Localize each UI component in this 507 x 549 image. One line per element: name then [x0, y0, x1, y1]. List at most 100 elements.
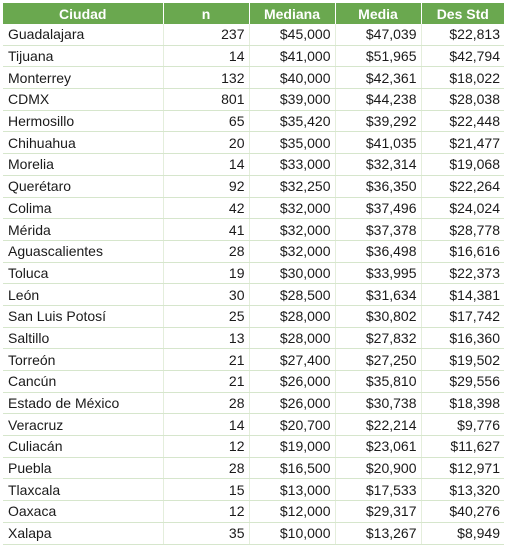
cell-mediana: $32,000 [249, 240, 336, 263]
cell-media: $13,267 [335, 522, 422, 545]
header-row: Ciudad n Mediana Media Des Std [3, 3, 504, 24]
table-row: San Luis Potosí 25 $28,000 $30,802 $17,742 [3, 305, 504, 328]
cell-media: $37,378 [335, 218, 422, 241]
table-row: Veracruz 14 $20,700 $22,214 $9,776 [3, 413, 504, 437]
cell-n: 14 [163, 153, 250, 176]
cell-media: $42,361 [335, 66, 422, 90]
cell-mediana: $28,000 [249, 305, 336, 328]
cell-ciudad: Estado de México [3, 392, 164, 415]
cell-ciudad: Chihuahua [3, 131, 164, 155]
cell-des-std: $8,949 [421, 522, 504, 545]
cell-ciudad: Hermosillo [3, 110, 164, 133]
cell-n: 12 [163, 500, 250, 523]
cell-media: $23,061 [335, 435, 422, 458]
cell-n: 21 [163, 370, 250, 393]
cell-ciudad: Colima [3, 197, 164, 220]
cell-media: $30,738 [335, 392, 422, 415]
cell-n: 237 [163, 24, 250, 46]
cell-des-std: $22,813 [421, 24, 504, 46]
cell-mediana: $28,500 [249, 283, 336, 306]
table-row: Toluca 19 $30,000 $33,995 $22,373 [3, 262, 504, 285]
cell-n: 92 [163, 175, 250, 198]
cell-des-std: $24,024 [421, 197, 504, 220]
table-row: Cancún 21 $26,000 $35,810 $29,556 [3, 370, 504, 393]
cell-ciudad: Culiacán [3, 435, 164, 458]
salary-by-city-table: Ciudad n Mediana Media Des Std Guadalaja… [3, 3, 504, 545]
cell-mediana: $41,000 [249, 45, 336, 68]
cell-media: $29,317 [335, 500, 422, 523]
cell-n: 42 [163, 197, 250, 220]
header-n: n [163, 3, 250, 24]
cell-n: 35 [163, 522, 250, 545]
table-row: Puebla 28 $16,500 $20,900 $12,971 [3, 457, 504, 480]
cell-ciudad: Querétaro [3, 175, 164, 198]
cell-ciudad: Tijuana [3, 45, 164, 68]
cell-des-std: $12,971 [421, 457, 504, 480]
cell-ciudad: Oaxaca [3, 500, 164, 523]
cell-des-std: $11,627 [421, 435, 504, 458]
cell-ciudad: Toluca [3, 262, 164, 285]
table-row: Querétaro 92 $32,250 $36,350 $22,264 [3, 175, 504, 198]
cell-des-std: $16,360 [421, 327, 504, 350]
table-row: León 30 $28,500 $31,634 $14,381 [3, 283, 504, 306]
cell-mediana: $19,000 [249, 435, 336, 458]
cell-ciudad: Cancún [3, 370, 164, 393]
cell-n: 65 [163, 110, 250, 133]
table-row: CDMX 801 $39,000 $44,238 $28,038 [3, 88, 504, 111]
cell-media: $36,350 [335, 175, 422, 198]
cell-ciudad: Puebla [3, 457, 164, 480]
cell-media: $47,039 [335, 24, 422, 46]
cell-des-std: $18,022 [421, 66, 504, 90]
header-media: Media [335, 3, 422, 24]
cell-des-std: $19,068 [421, 153, 504, 176]
table-row: Culiacán 12 $19,000 $23,061 $11,627 [3, 435, 504, 458]
cell-n: 12 [163, 435, 250, 458]
cell-media: $20,900 [335, 457, 422, 480]
cell-media: $51,965 [335, 45, 422, 68]
cell-media: $37,496 [335, 197, 422, 220]
cell-des-std: $22,264 [421, 175, 504, 198]
cell-n: 19 [163, 262, 250, 285]
salary-table-container: Ciudad n Mediana Media Des Std Guadalaja… [3, 3, 504, 545]
cell-mediana: $45,000 [249, 24, 336, 46]
header-mediana: Mediana [249, 3, 336, 24]
header-ciudad: Ciudad [3, 3, 164, 24]
cell-ciudad: Monterrey [3, 66, 164, 90]
header-des-std: Des Std [421, 3, 504, 24]
cell-n: 132 [163, 66, 250, 90]
table-row: Xalapa 35 $10,000 $13,267 $8,949 [3, 522, 504, 545]
cell-mediana: $32,000 [249, 197, 336, 220]
cell-des-std: $29,556 [421, 370, 504, 393]
cell-des-std: $13,320 [421, 478, 504, 502]
cell-media: $31,634 [335, 283, 422, 306]
cell-ciudad: San Luis Potosí [3, 305, 164, 328]
cell-media: $36,498 [335, 240, 422, 263]
cell-des-std: $16,616 [421, 240, 504, 263]
cell-n: 801 [163, 88, 250, 111]
table-row: Estado de México 28 $26,000 $30,738 $18,398 [3, 392, 504, 415]
cell-ciudad: Mérida [3, 218, 164, 241]
cell-des-std: $14,381 [421, 283, 504, 306]
table-row: Colima 42 $32,000 $37,496 $24,024 [3, 197, 504, 220]
table-row: Mérida 41 $32,000 $37,378 $28,778 [3, 218, 504, 241]
cell-n: 25 [163, 305, 250, 328]
cell-des-std: $19,502 [421, 348, 504, 371]
table-row: Torreón 21 $27,400 $27,250 $19,502 [3, 348, 504, 371]
cell-mediana: $20,700 [249, 413, 336, 437]
cell-mediana: $10,000 [249, 522, 336, 545]
cell-media: $35,810 [335, 370, 422, 393]
table-row: Aguascalientes 28 $32,000 $36,498 $16,616 [3, 240, 504, 263]
cell-mediana: $27,400 [249, 348, 336, 371]
cell-ciudad: Veracruz [3, 413, 164, 437]
cell-des-std: $9,776 [421, 413, 504, 437]
table-row: Hermosillo 65 $35,420 $39,292 $22,448 [3, 110, 504, 133]
cell-mediana: $40,000 [249, 66, 336, 90]
cell-des-std: $21,477 [421, 131, 504, 155]
cell-n: 21 [163, 348, 250, 371]
cell-media: $44,238 [335, 88, 422, 111]
cell-mediana: $32,250 [249, 175, 336, 198]
cell-mediana: $13,000 [249, 478, 336, 502]
cell-mediana: $12,000 [249, 500, 336, 523]
cell-media: $27,250 [335, 348, 422, 371]
cell-mediana: $33,000 [249, 153, 336, 176]
